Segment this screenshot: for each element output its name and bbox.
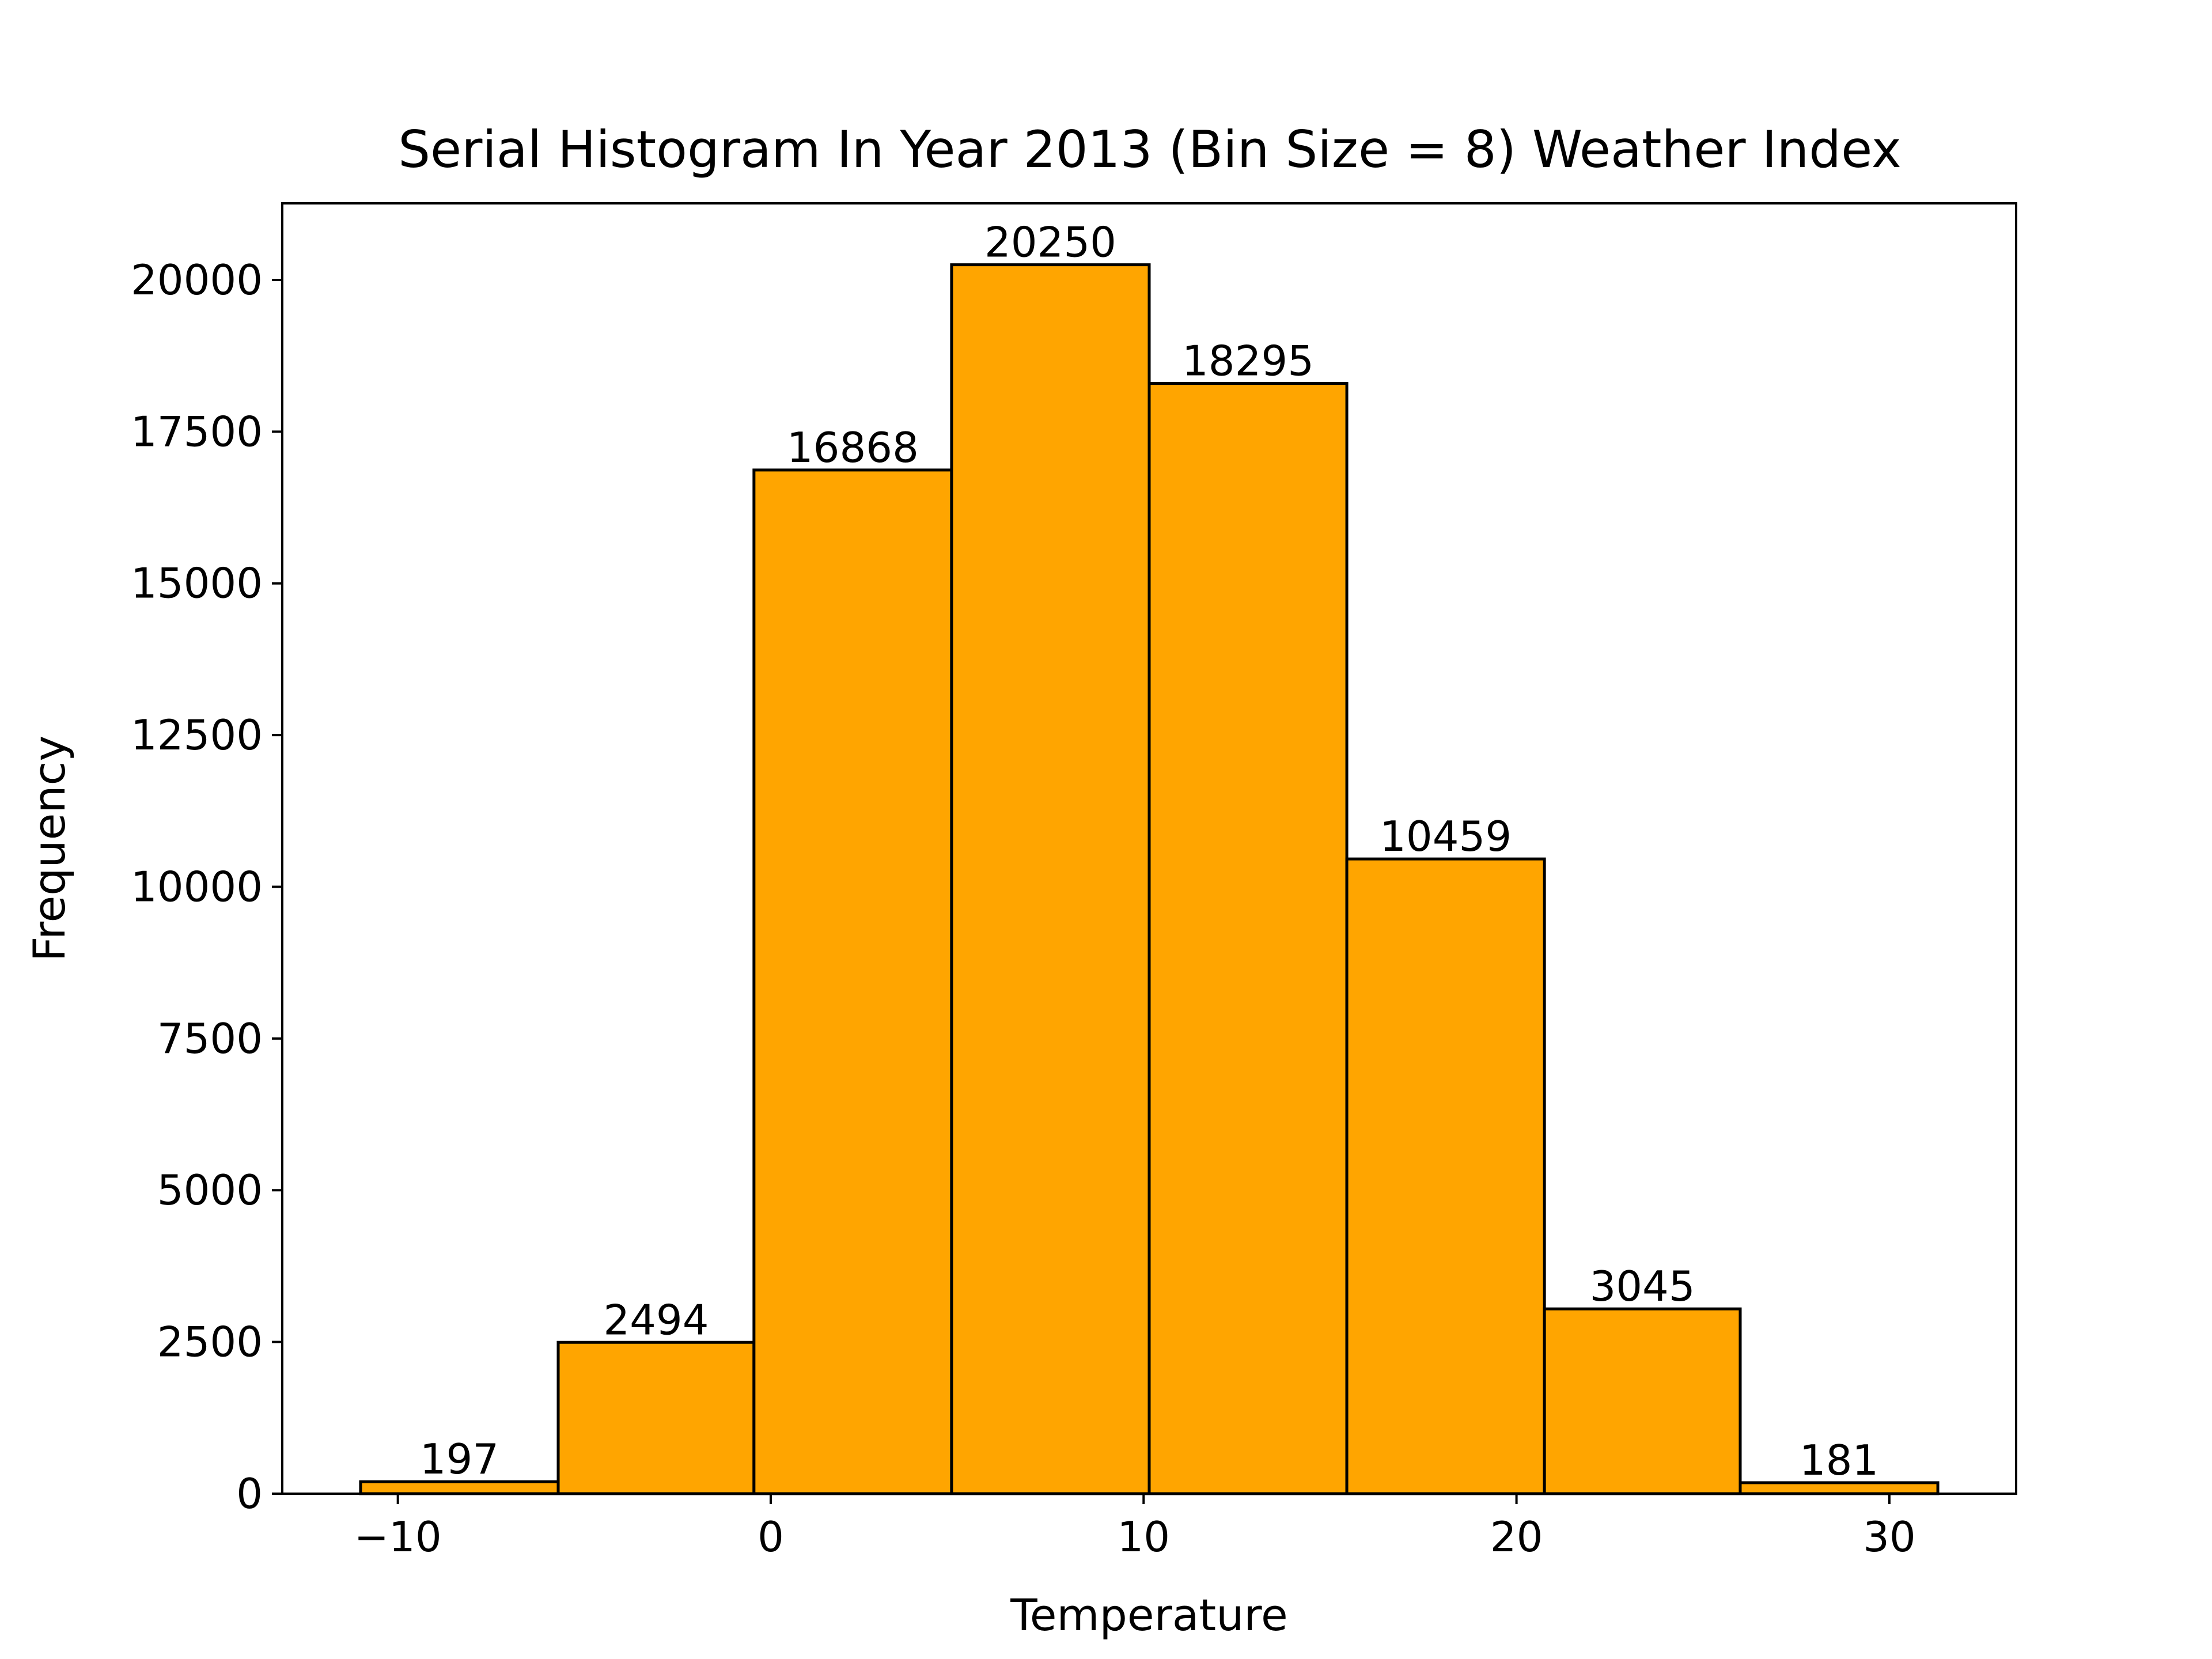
y-tick-label: 0 bbox=[236, 1469, 263, 1518]
y-tick-label: 5000 bbox=[157, 1166, 263, 1214]
histogram-bar bbox=[1147, 382, 1349, 1495]
y-tick-label: 20000 bbox=[131, 256, 263, 304]
bars-group bbox=[359, 263, 1940, 1495]
bar-value-label: 181 bbox=[1800, 1436, 1878, 1484]
histogram-bar bbox=[950, 263, 1151, 1495]
bar-value-label: 197 bbox=[420, 1435, 499, 1483]
x-tick-label: 20 bbox=[1490, 1513, 1543, 1561]
x-tick-label: 0 bbox=[757, 1513, 784, 1561]
x-tick-label: −10 bbox=[354, 1513, 442, 1561]
histogram-bar bbox=[556, 1340, 756, 1495]
histogram-bar bbox=[1543, 1307, 1742, 1495]
histogram-bar bbox=[359, 1480, 560, 1495]
data-labels-group: 197 2494 16868 20250 18295 10459 3045 181 bbox=[420, 218, 1878, 1484]
bar-value-label: 2494 bbox=[603, 1296, 709, 1344]
y-axis-ticks: 0 2500 5000 7500 10000 12500 15000 17500 20000 bbox=[131, 256, 282, 1518]
x-axis-label: Temperature bbox=[1010, 1589, 1287, 1641]
chart-title: Serial Histogram In Year 2013 (Bin Size … bbox=[398, 120, 1902, 179]
y-tick-label: 2500 bbox=[157, 1318, 263, 1366]
y-tick-label: 15000 bbox=[131, 559, 263, 608]
y-axis-label: Frequency bbox=[24, 736, 75, 962]
y-tick-label: 12500 bbox=[131, 711, 263, 759]
bar-value-label: 18295 bbox=[1182, 337, 1314, 385]
histogram-bar bbox=[1345, 857, 1546, 1495]
x-axis-ticks: −10 0 10 20 30 bbox=[354, 1494, 1916, 1561]
histogram-bar bbox=[752, 468, 953, 1495]
x-tick-label: 30 bbox=[1863, 1513, 1916, 1561]
plot-area-frame bbox=[281, 202, 2017, 1495]
bar-value-label: 16868 bbox=[787, 423, 919, 472]
bar-value-label: 3045 bbox=[1589, 1262, 1695, 1310]
y-tick-label: 17500 bbox=[131, 407, 263, 456]
y-tick-label: 10000 bbox=[131, 862, 263, 911]
x-tick-label: 10 bbox=[1117, 1513, 1170, 1561]
y-tick-label: 7500 bbox=[157, 1014, 263, 1063]
bar-value-label: 10459 bbox=[1380, 812, 1512, 861]
bar-value-label: 20250 bbox=[984, 218, 1116, 267]
